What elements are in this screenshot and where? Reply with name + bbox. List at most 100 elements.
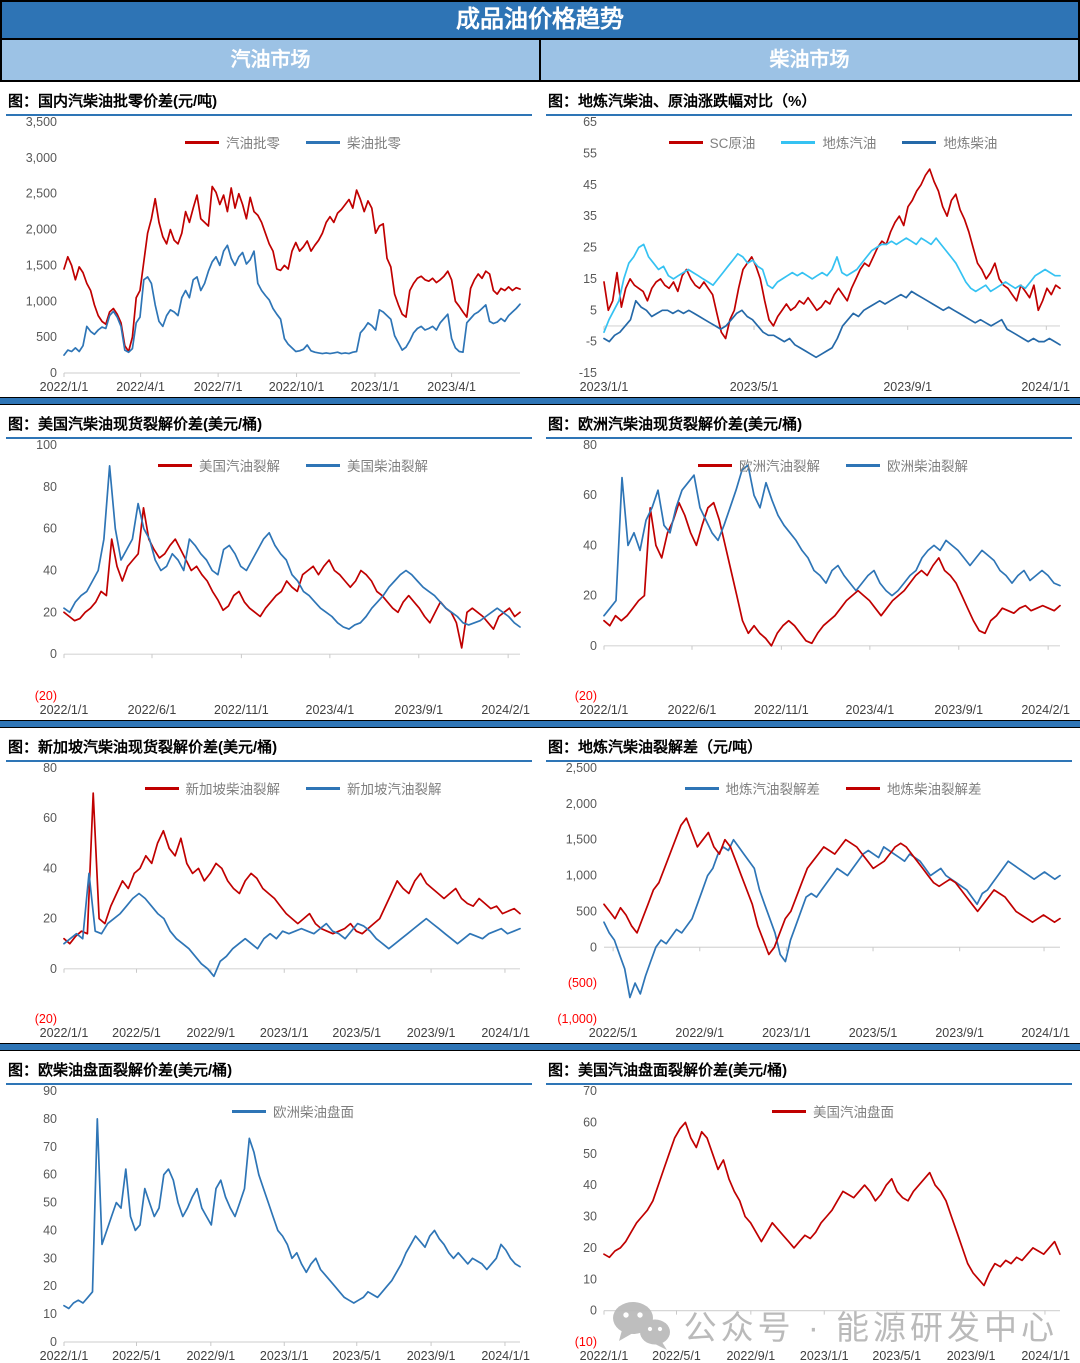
y-axis-tick-label: 500 [576, 904, 597, 918]
row-divider [0, 720, 1080, 728]
y-axis-tick-label: -5 [586, 335, 597, 349]
series-line [603, 838, 1061, 999]
column-header-gasoline-market: 汽油市场 [2, 40, 541, 80]
x-axis-tick-label: 2022/4/1 [116, 380, 165, 394]
chart-panel-domestic-wholesale-retail-spread: 图：国内汽柴油批零价差(元/吨) 汽油批零 柴油批零 3,500 3,000 2,50… [0, 82, 540, 397]
series-line [603, 1121, 1061, 1287]
y-axis-tick-label: 40 [43, 564, 57, 578]
y-axis-tick-label: 1,500 [26, 258, 57, 272]
y-axis-tick-label: 55 [583, 146, 597, 160]
series-line [63, 185, 521, 353]
y-axis-tick-label: 80 [43, 762, 57, 775]
y-axis-tick-label: 20 [43, 1279, 57, 1293]
chart-panel-shandong-crack-spread: 图：地炼汽柴油裂解差（元/吨） 地炼汽油裂解差 地炼柴油裂解差 2,500 2,00… [540, 728, 1080, 1043]
x-axis-tick-label: 2022/1/1 [40, 380, 89, 394]
y-axis-tick-label: 15 [583, 272, 597, 286]
chart-body: 汽油批零 柴油批零 3,500 3,000 2,500 2,000 1,500 1,000 5… [6, 116, 532, 397]
wechat-icon [612, 1302, 670, 1350]
x-axis-tick-label: 2023/4/1 [427, 380, 476, 394]
y-axis-tick-label: 5 [590, 303, 597, 317]
y-axis-tick-label: 0 [590, 940, 597, 954]
market-column-headers: 汽油市场 柴油市场 [0, 40, 1080, 82]
watermark: 公众号 · 能源研发中心 [610, 1299, 1058, 1351]
x-axis-tick-label: 2023/4/1 [846, 703, 895, 717]
series-line [63, 872, 521, 978]
chart-title: 图：美国汽柴油现货裂解价差(美元/桶) [6, 411, 532, 439]
chart-plot: 70 60 50 40 30 20 10 0 (10)2022/1/1 2022/5/1 2022/… [575, 1085, 1070, 1363]
chart-title: 图：美国汽油盘面裂解价差(美元/桶) [546, 1057, 1072, 1085]
y-axis-tick-label: 2,000 [26, 223, 57, 237]
x-axis-tick-label: 2023/5/1 [730, 380, 779, 394]
row-divider [0, 1043, 1080, 1051]
y-axis-tick-label: 0 [50, 1335, 57, 1349]
y-axis-tick-label: 80 [583, 439, 597, 452]
x-axis-tick-label: 2023/1/1 [260, 1349, 309, 1363]
series-line [63, 1118, 521, 1310]
x-axis-tick-label: 2024/1/1 [481, 1349, 530, 1363]
chart-body: 欧洲汽油裂解 欧洲柴油裂解 80 60 40 20 0 (20) 2022/1/1 2022/6… [546, 439, 1072, 720]
y-axis-tick-label: (20) [575, 689, 597, 703]
x-axis-tick-label: 2022/1/1 [40, 1026, 89, 1040]
x-axis-tick-label: 2023/1/1 [580, 380, 629, 394]
y-axis-tick-label: 90 [43, 1085, 57, 1098]
x-axis-tick-label: 2023/9/1 [407, 1349, 456, 1363]
x-axis-tick-label: 2023/5/1 [332, 1349, 381, 1363]
x-axis-tick-label: 2022/7/1 [194, 380, 243, 394]
chart-title: 图：地炼汽柴油、原油涨跌幅对比（%） [546, 88, 1072, 116]
y-axis-tick-label: 30 [583, 1210, 597, 1224]
y-axis-tick-label: 50 [583, 1147, 597, 1161]
series-line [63, 244, 521, 356]
chart-panel-europe-diesel-futures-crack: 图：欧柴油盘面裂解价差(美元/桶) 欧洲柴油盘面 90 80 70 60 50 40 30 2… [0, 1051, 540, 1363]
x-axis-tick-label: 2023/4/1 [306, 703, 355, 717]
chart-plot: 80 60 40 20 0 (20)2022/1/1 2022/5/1 2022/9/1 202… [35, 762, 530, 1040]
series-line [603, 290, 1061, 359]
series-line [603, 817, 1061, 956]
column-header-diesel-market: 柴油市场 [541, 40, 1078, 80]
y-axis-tick-label: 0 [590, 639, 597, 653]
series-line [63, 465, 521, 630]
series-line [603, 501, 1061, 647]
x-axis-tick-label: 2023/1/1 [351, 380, 400, 394]
y-axis-tick-label: 60 [43, 522, 57, 536]
chart-body: 美国汽油裂解 美国柴油裂解 100 80 60 40 20 0 (20) 2022/1/1 202… [6, 439, 532, 720]
y-axis-tick-label: 3,000 [26, 151, 57, 165]
y-axis-tick-label: 80 [43, 480, 57, 494]
y-axis-tick-label: 2,500 [26, 187, 57, 201]
chart-title: 图：新加坡汽柴油现货裂解价差(美元/桶) [6, 734, 532, 762]
y-axis-tick-label: 65 [583, 116, 597, 129]
x-axis-tick-label: 2023/9/1 [407, 1026, 456, 1040]
y-axis-tick-label: 20 [583, 1241, 597, 1255]
x-axis-tick-label: 2022/1/1 [580, 703, 629, 717]
x-axis-tick-label: 2022/9/1 [186, 1349, 235, 1363]
y-axis-tick-label: 1,000 [566, 869, 597, 883]
y-axis-tick-label: 45 [583, 178, 597, 192]
series-line [603, 237, 1061, 334]
x-axis-tick-label: 2023/1/1 [800, 1349, 849, 1363]
chart-panel-us-gasoline-futures-crack: 图：美国汽油盘面裂解价差(美元/桶) 美国汽油盘面 70 60 50 40 30 20 10… [540, 1051, 1080, 1363]
chart-panel-singapore-spot-crack: 图：新加坡汽柴油现货裂解价差(美元/桶) 新加坡柴油裂解 新加坡汽油裂解 80 60… [0, 728, 540, 1043]
x-axis-tick-label: 2024/1/1 [1021, 1349, 1070, 1363]
x-axis-tick-label: 2024/2/1 [1021, 703, 1070, 717]
x-axis-tick-label: 2023/1/1 [260, 1026, 309, 1040]
chart-body: 欧洲柴油盘面 90 80 70 60 50 40 30 20 10 0 2022/1/1 2022/5… [6, 1085, 532, 1363]
x-axis-tick-label: 2023/5/1 [849, 1026, 898, 1040]
y-axis-tick-label: 35 [583, 209, 597, 223]
y-axis-tick-label: 1,500 [566, 833, 597, 847]
chart-title: 图：欧柴油盘面裂解价差(美元/桶) [6, 1057, 532, 1085]
y-axis-tick-label: 60 [583, 1115, 597, 1129]
y-axis-tick-label: 10 [43, 1307, 57, 1321]
series-line [63, 792, 521, 945]
y-axis-tick-label: 50 [43, 1196, 57, 1210]
y-axis-tick-label: 60 [583, 488, 597, 502]
y-axis-tick-label: -15 [579, 366, 597, 380]
y-axis-tick-label: 100 [36, 439, 57, 452]
x-axis-tick-label: 2024/1/1 [481, 1026, 530, 1040]
y-axis-tick-label: 1,000 [26, 294, 57, 308]
x-axis-tick-label: 2022/11/1 [754, 703, 809, 717]
chart-panel-europe-spot-crack: 图：欧洲汽柴油现货裂解价差(美元/桶) 欧洲汽油裂解 欧洲柴油裂解 80 60 40 2… [540, 405, 1080, 720]
chart-panel-shandong-crude-pct-change: 图：地炼汽柴油、原油涨跌幅对比（%） SC原油 地炼汽油 地炼柴油 65 55 45 35… [540, 82, 1080, 397]
x-axis-tick-label: 2022/1/1 [580, 1349, 629, 1363]
